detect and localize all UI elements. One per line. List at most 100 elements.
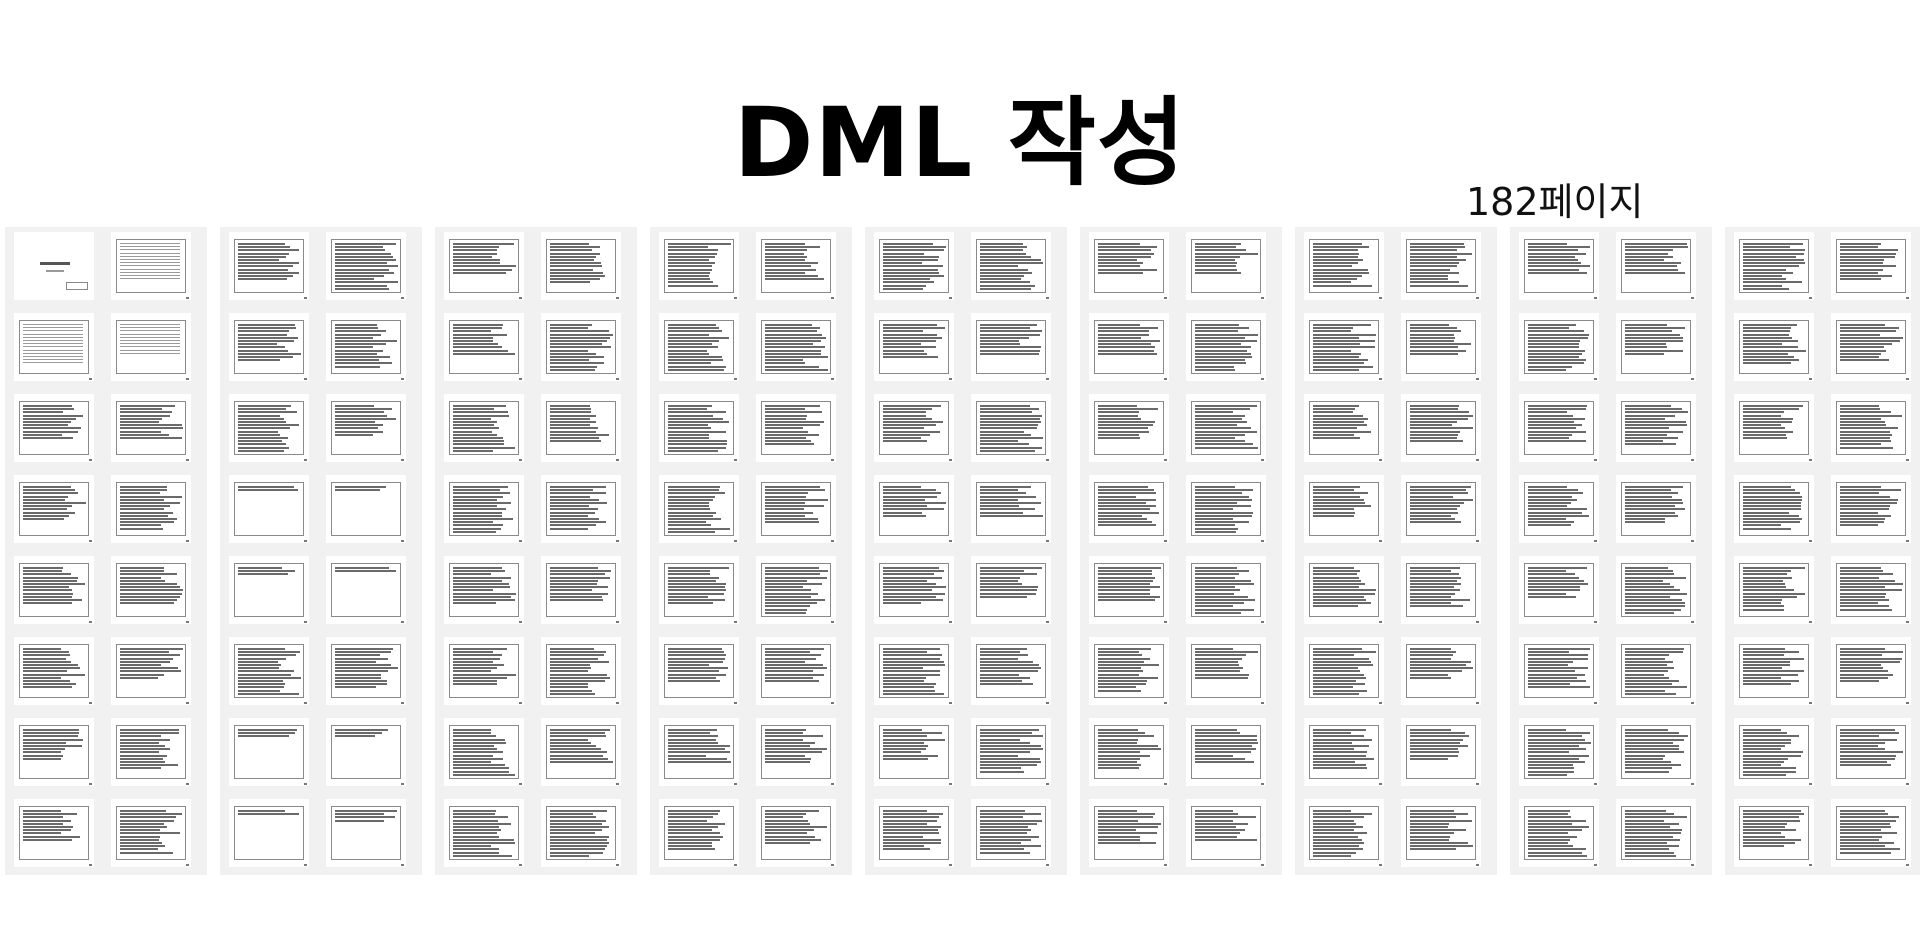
page-thumbnail[interactable] [1089, 799, 1169, 867]
page-thumbnail[interactable] [111, 475, 191, 543]
page-thumbnail[interactable] [229, 313, 309, 381]
page-thumbnail[interactable] [1831, 394, 1911, 462]
page-thumbnail[interactable] [1831, 556, 1911, 624]
page-thumbnail[interactable] [1616, 232, 1696, 300]
page-thumbnail[interactable] [111, 637, 191, 705]
page-thumbnail[interactable] [1616, 718, 1696, 786]
page-thumbnail[interactable] [659, 799, 739, 867]
page-thumbnail[interactable] [1734, 637, 1814, 705]
page-thumbnail[interactable] [14, 475, 94, 543]
page-thumbnail[interactable] [326, 799, 406, 867]
page-thumbnail[interactable] [1304, 313, 1384, 381]
page-thumbnail[interactable] [1304, 232, 1384, 300]
page-thumbnail[interactable] [14, 556, 94, 624]
page-thumbnail[interactable] [756, 718, 836, 786]
page-thumbnail[interactable] [1519, 232, 1599, 300]
page-thumbnail[interactable] [1519, 718, 1599, 786]
page-thumbnail[interactable] [874, 637, 954, 705]
page-thumbnail[interactable] [1734, 799, 1814, 867]
page-thumbnail[interactable] [874, 475, 954, 543]
page-thumbnail[interactable] [1186, 313, 1266, 381]
page-thumbnail[interactable] [229, 394, 309, 462]
page-thumbnail[interactable] [1616, 799, 1696, 867]
page-thumbnail[interactable] [971, 799, 1051, 867]
page-thumbnail[interactable] [1519, 475, 1599, 543]
page-thumbnail[interactable] [229, 232, 309, 300]
page-thumbnail[interactable] [14, 799, 94, 867]
page-thumbnail[interactable] [756, 637, 836, 705]
page-thumbnail[interactable] [541, 799, 621, 867]
page-thumbnail[interactable] [14, 718, 94, 786]
page-thumbnail[interactable] [541, 637, 621, 705]
page-thumbnail[interactable] [14, 313, 94, 381]
page-thumbnail[interactable] [541, 394, 621, 462]
page-thumbnail[interactable] [1734, 313, 1814, 381]
page-thumbnail[interactable] [1089, 313, 1169, 381]
page-thumbnail[interactable] [1089, 232, 1169, 300]
page-thumbnail[interactable] [229, 799, 309, 867]
page-thumbnail[interactable] [659, 394, 739, 462]
page-thumbnail[interactable] [874, 556, 954, 624]
page-thumbnail[interactable] [1831, 637, 1911, 705]
page-thumbnail[interactable] [1616, 475, 1696, 543]
page-thumbnail[interactable] [1519, 799, 1599, 867]
page-thumbnail[interactable] [1831, 313, 1911, 381]
page-thumbnail[interactable] [659, 475, 739, 543]
page-thumbnail[interactable] [1734, 232, 1814, 300]
page-thumbnail[interactable] [1616, 313, 1696, 381]
page-thumbnail[interactable] [1304, 556, 1384, 624]
page-thumbnail[interactable] [1401, 718, 1481, 786]
page-thumbnail[interactable] [659, 556, 739, 624]
page-thumbnail[interactable] [14, 232, 94, 300]
page-thumbnail[interactable] [1186, 475, 1266, 543]
page-thumbnail[interactable] [326, 232, 406, 300]
page-thumbnail[interactable] [326, 475, 406, 543]
page-thumbnail[interactable] [1186, 556, 1266, 624]
page-thumbnail[interactable] [874, 394, 954, 462]
page-thumbnail[interactable] [1616, 637, 1696, 705]
page-thumbnail[interactable] [1401, 556, 1481, 624]
page-thumbnail[interactable] [1831, 475, 1911, 543]
page-thumbnail[interactable] [111, 313, 191, 381]
page-thumbnail[interactable] [1734, 475, 1814, 543]
page-thumbnail[interactable] [1089, 637, 1169, 705]
page-thumbnail[interactable] [1186, 637, 1266, 705]
page-thumbnail[interactable] [444, 394, 524, 462]
page-thumbnail[interactable] [1186, 718, 1266, 786]
page-thumbnail[interactable] [444, 475, 524, 543]
page-thumbnail[interactable] [1304, 394, 1384, 462]
page-thumbnail[interactable] [541, 313, 621, 381]
page-thumbnail[interactable] [1401, 799, 1481, 867]
page-thumbnail[interactable] [1401, 394, 1481, 462]
page-thumbnail[interactable] [326, 556, 406, 624]
page-thumbnail[interactable] [874, 799, 954, 867]
page-thumbnail[interactable] [659, 232, 739, 300]
page-thumbnail[interactable] [326, 394, 406, 462]
page-thumbnail[interactable] [229, 475, 309, 543]
page-thumbnail[interactable] [1401, 475, 1481, 543]
page-thumbnail[interactable] [1734, 718, 1814, 786]
page-thumbnail[interactable] [971, 232, 1051, 300]
page-thumbnail[interactable] [1304, 637, 1384, 705]
page-thumbnail[interactable] [1089, 556, 1169, 624]
page-thumbnail[interactable] [1831, 232, 1911, 300]
page-thumbnail[interactable] [1616, 556, 1696, 624]
page-thumbnail[interactable] [1519, 394, 1599, 462]
page-thumbnail[interactable] [111, 394, 191, 462]
page-thumbnail[interactable] [1519, 556, 1599, 624]
page-thumbnail[interactable] [756, 394, 836, 462]
page-thumbnail[interactable] [1304, 718, 1384, 786]
page-thumbnail[interactable] [874, 313, 954, 381]
page-thumbnail[interactable] [971, 313, 1051, 381]
page-thumbnail[interactable] [1616, 394, 1696, 462]
page-thumbnail[interactable] [1089, 475, 1169, 543]
page-thumbnail[interactable] [659, 718, 739, 786]
page-thumbnail[interactable] [659, 637, 739, 705]
page-thumbnail[interactable] [229, 637, 309, 705]
page-thumbnail[interactable] [14, 394, 94, 462]
page-thumbnail[interactable] [971, 394, 1051, 462]
page-thumbnail[interactable] [1831, 799, 1911, 867]
page-thumbnail[interactable] [1401, 313, 1481, 381]
page-thumbnail[interactable] [1519, 313, 1599, 381]
page-thumbnail[interactable] [1831, 718, 1911, 786]
